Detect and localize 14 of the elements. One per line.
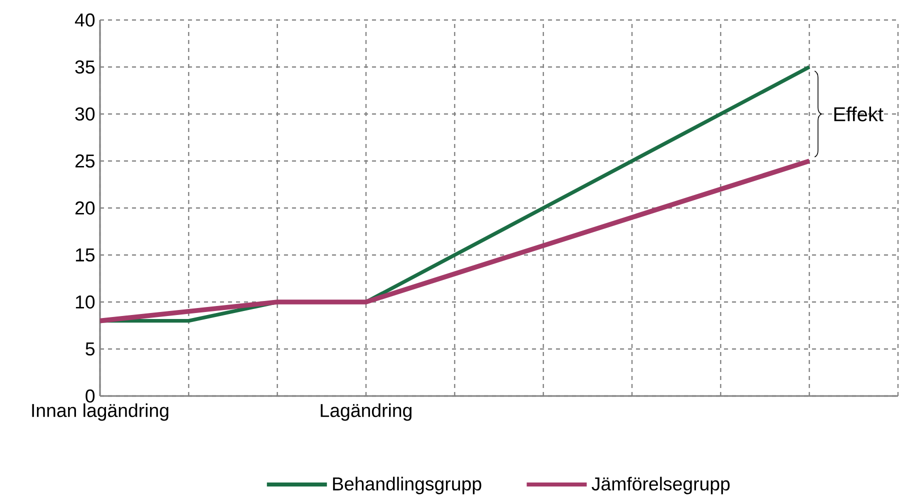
legend-label: Behandlingsgrupp — [333, 476, 482, 494]
x-tick-label: Lagändring — [320, 403, 412, 421]
annotation: Effekt — [834, 106, 884, 122]
y-tick-label: 35 — [75, 60, 95, 74]
x-tick-label: Innan lagändring — [32, 403, 168, 421]
y-tick-label: 5 — [86, 342, 95, 356]
legend-label: Jämförelsegrupp — [592, 476, 730, 494]
y-tick-label: 40 — [74, 13, 95, 27]
y-tick-label: 20 — [75, 201, 95, 215]
y-tick-label: 25 — [75, 154, 95, 168]
y-tick-label: 10 — [76, 295, 95, 309]
y-tick-label: 30 — [75, 107, 95, 121]
y-tick-label: 0 — [86, 389, 95, 403]
y-tick-label: 15 — [76, 248, 95, 262]
